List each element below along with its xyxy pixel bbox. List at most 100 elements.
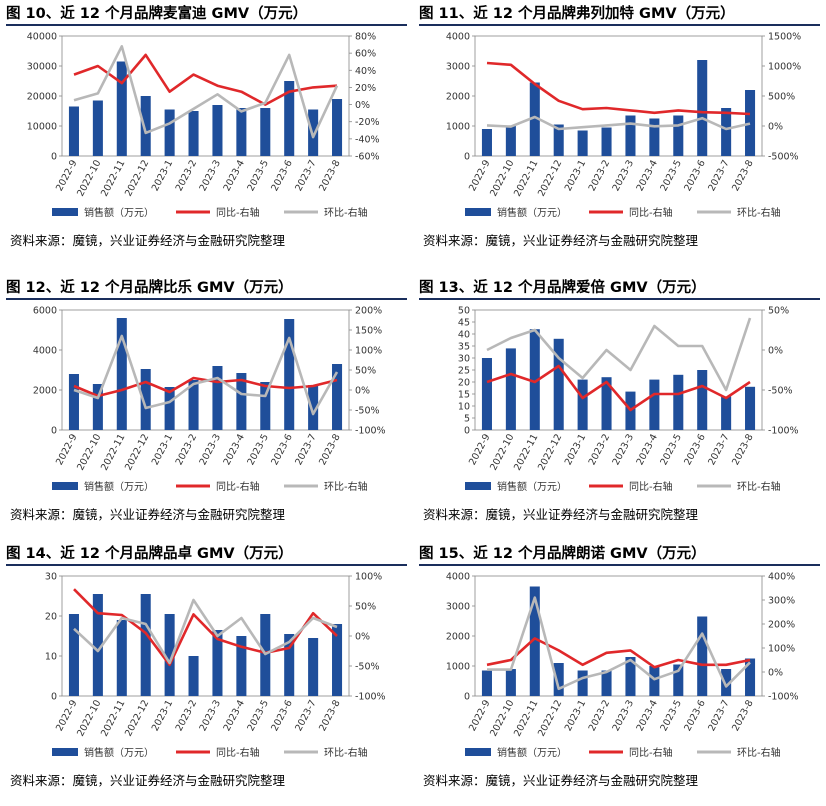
y-right-tick-label: 0% [768, 668, 783, 679]
figure-title: 图 13、近 12 个月品牌爱倍 GMV（万元） [419, 280, 706, 296]
y-left-tick-label: 50 [458, 306, 470, 317]
legend-label: 同比-右轴 [216, 480, 260, 493]
bar [649, 118, 660, 156]
y-right-tick-label: 400% [768, 572, 795, 583]
y-left-tick-label: 45 [458, 318, 470, 329]
bar [164, 614, 175, 696]
chart-panel-1: 图 10、近 12 个月品牌麦富迪 GMV（万元） 0 10000 20000 300… [0, 0, 413, 266]
bar [553, 124, 564, 156]
series-line [486, 364, 751, 412]
y-right-tick-label: 300% [768, 596, 795, 607]
bar [140, 594, 151, 696]
y-right-tick-label: 1500% [768, 32, 801, 43]
y-left-tick-label: 30 [458, 354, 470, 365]
x-tick-label: 2023-6 [269, 432, 295, 467]
x-tick-label: 2022-12 [536, 698, 564, 738]
x-tick-label: 2023-1 [150, 698, 176, 733]
figure-title: 图 11、近 12 个月品牌弗列加特 GMV（万元） [419, 6, 735, 22]
bar [236, 108, 247, 156]
x-tick-label: 2023-6 [269, 698, 295, 733]
title-rule [6, 564, 407, 566]
y-left-tick-label: 2000 [446, 632, 470, 643]
chart-svg: 0 10000 20000 30000 40000 -60% -40% -20% 0% 20% 40… [27, 32, 380, 220]
y-right-tick-label: -50% [355, 406, 380, 417]
y-left-tick-label: 0 [51, 692, 57, 703]
bar [68, 106, 79, 156]
bar [188, 656, 199, 696]
legend-swatch [52, 748, 78, 756]
x-tick-label: 2023-8 [317, 158, 343, 193]
y-right-tick-label: -50% [768, 386, 793, 397]
y-right-tick-label: -50% [355, 662, 380, 673]
bar [553, 663, 564, 696]
x-tick-label: 2023-6 [682, 698, 708, 733]
legend-swatch [52, 482, 78, 490]
chart-panel-6: 图 15、近 12 个月品牌朗诺 GMV（万元） 0 1000 2000 3000 40… [413, 540, 826, 806]
source-note: 资料来源：魔镜，兴业证券经济与金融研究院整理 [423, 507, 699, 522]
y-left-tick-label: 5 [464, 414, 470, 425]
legend-label: 同比-右轴 [629, 746, 673, 759]
title-rule [419, 24, 820, 26]
series-line [73, 44, 339, 139]
bar [721, 669, 732, 696]
y-right-tick-label: 100% [355, 346, 382, 357]
bar [92, 384, 103, 430]
bar [212, 366, 223, 430]
chart-svg: 0102030-100%-50%0%50%100%2022-92022-1020… [45, 572, 386, 760]
y-left-tick-label: 10 [45, 652, 57, 663]
x-tick-label: 2023-3 [198, 698, 224, 733]
y-right-tick-label: 20% [355, 83, 376, 94]
y-right-tick-label: -100% [355, 426, 386, 437]
bar [577, 670, 588, 696]
legend-label: 同比-右轴 [216, 206, 260, 219]
x-tick-label: 2023-8 [730, 432, 756, 467]
bar [116, 620, 127, 696]
chart-area: 0 1000 2000 3000 4000 -500% 0% 500% 1000% 1500% 20… [419, 26, 820, 244]
bar [601, 670, 612, 696]
bar [212, 630, 223, 696]
legend-label: 同比-右轴 [629, 480, 673, 493]
series-line [73, 588, 338, 667]
legend-label: 销售额（万元） [497, 480, 567, 493]
y-right-tick-label: 1000% [768, 62, 801, 73]
x-tick-label: 2022-12 [536, 158, 564, 198]
bar [236, 636, 247, 696]
bar [260, 108, 271, 156]
legend-label: 环比-右轴 [324, 746, 368, 759]
legend-label: 环比-右轴 [324, 206, 368, 219]
bar [601, 127, 612, 156]
bar [601, 377, 612, 430]
bar [721, 108, 732, 156]
bar [505, 348, 516, 430]
bar [553, 338, 564, 430]
bar [673, 115, 684, 156]
legend-label: 环比-右轴 [737, 746, 781, 759]
legend-label: 同比-右轴 [629, 206, 673, 219]
y-left-tick-label: 4000 [446, 32, 470, 43]
legend-label: 销售额（万元） [497, 206, 567, 219]
series-line [486, 637, 751, 669]
bar [92, 594, 103, 696]
x-tick-label: 2023-8 [730, 158, 756, 193]
source-note: 资料来源：魔镜，兴业证券经济与金融研究院整理 [10, 507, 286, 522]
bar [745, 386, 756, 430]
bar [649, 666, 660, 696]
y-right-tick-label: 0% [355, 632, 370, 643]
plot-frame [61, 35, 350, 157]
chart-svg: 0 2000 4000 6000 -100% -50% 0% 50% 100% 150% 200% 2… [33, 306, 386, 494]
y-right-tick-label: -20% [355, 117, 380, 128]
figure-title: 图 10、近 12 个月品牌麦富迪 GMV（万元） [6, 6, 308, 22]
y-left-tick-label: 30 [45, 572, 57, 583]
plot-frame [61, 575, 350, 697]
bar [164, 387, 175, 430]
x-tick-label: 2023-2 [174, 158, 200, 193]
y-right-tick-label: 100% [355, 572, 382, 583]
chart-svg: 0 1000 2000 3000 4000 -500% 0% 500% 1000% 1500% 20… [446, 32, 801, 220]
x-tick-label: 2022-9 [467, 432, 493, 467]
y-left-tick-label: 4000 [33, 346, 57, 357]
y-left-tick-label: 30000 [27, 62, 57, 73]
y-left-tick-label: 0 [51, 426, 57, 437]
y-right-tick-label: 50% [355, 602, 376, 613]
series-line [73, 598, 338, 665]
